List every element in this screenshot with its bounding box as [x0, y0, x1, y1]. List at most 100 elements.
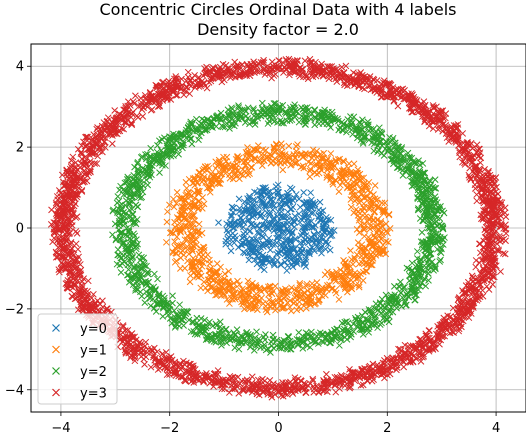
data-point [331, 162, 338, 170]
data-point [260, 266, 268, 274]
data-point [303, 300, 311, 307]
data-point [204, 175, 211, 183]
data-point [251, 256, 259, 264]
data-point [147, 144, 155, 152]
data-point [164, 208, 171, 216]
data-point [114, 246, 122, 254]
data-point [223, 153, 231, 161]
data-point [274, 249, 282, 256]
data-point [268, 201, 276, 209]
data-point [200, 278, 208, 286]
data-point [256, 213, 264, 220]
data-point [221, 270, 229, 278]
data-point [249, 118, 257, 126]
data-point [355, 188, 362, 196]
data-point [369, 200, 377, 208]
data-point [315, 288, 323, 296]
data-point [266, 282, 274, 290]
data-point [245, 256, 253, 264]
data-point [200, 246, 208, 254]
data-point [340, 158, 348, 166]
data-point [175, 194, 183, 202]
data-point [321, 229, 329, 237]
data-point [156, 169, 163, 176]
data-point [277, 240, 285, 248]
data-point [200, 200, 208, 208]
data-point [308, 244, 316, 251]
data-point [368, 243, 376, 251]
data-point [309, 202, 317, 210]
data-point [188, 245, 196, 253]
data-point [162, 238, 170, 246]
data-point [236, 289, 244, 296]
data-point [241, 198, 248, 206]
data-point [204, 276, 212, 284]
data-point [347, 182, 355, 189]
data-point [367, 251, 375, 258]
data-point [246, 252, 254, 260]
data-point [283, 200, 291, 208]
data-point [270, 344, 277, 352]
data-point [205, 267, 213, 275]
data-point [327, 174, 335, 181]
data-point [189, 224, 197, 232]
data-point [139, 265, 146, 273]
data-point [225, 267, 233, 275]
data-point [293, 249, 301, 256]
data-point [191, 182, 199, 189]
data-point [361, 244, 369, 252]
data-point [252, 290, 260, 298]
data-point [178, 209, 186, 217]
data-point [329, 271, 336, 279]
data-point [273, 305, 281, 312]
data-point [276, 159, 284, 166]
data-point [228, 167, 236, 175]
data-point [283, 291, 291, 299]
data-point [320, 223, 328, 231]
data-point [365, 206, 373, 213]
data-point [430, 267, 437, 274]
data-point [152, 308, 160, 315]
data-point [319, 207, 327, 214]
data-point [252, 208, 260, 215]
data-point [216, 170, 224, 178]
data-point [332, 157, 340, 164]
data-point [359, 277, 367, 284]
data-point [421, 275, 428, 282]
data-point [343, 335, 351, 343]
data-point [299, 162, 307, 170]
data-point [197, 174, 204, 182]
data-point [354, 175, 361, 183]
data-point [363, 193, 371, 201]
series-y=1 [162, 140, 394, 316]
data-point [213, 268, 221, 276]
data-point [287, 255, 295, 263]
data-point [378, 228, 386, 236]
data-point [236, 221, 244, 229]
data-point [294, 288, 302, 296]
data-point [317, 217, 325, 225]
data-point [250, 236, 258, 244]
data-point [222, 240, 230, 248]
data-point [329, 180, 337, 188]
data-point [233, 160, 241, 168]
data-point [286, 236, 294, 244]
data-point [237, 214, 245, 222]
data-point [229, 175, 237, 183]
data-point [242, 148, 250, 156]
data-point [223, 220, 231, 228]
data-point [255, 254, 263, 261]
data-point [350, 191, 357, 199]
data-point [244, 148, 252, 155]
data-point [169, 229, 177, 237]
data-point [394, 102, 402, 110]
data-point [317, 245, 325, 253]
data-point [265, 259, 273, 266]
data-point [327, 232, 334, 240]
data-point [190, 211, 198, 219]
data-point [197, 284, 205, 292]
data-point [262, 331, 269, 338]
data-point [235, 195, 243, 203]
data-point [213, 260, 221, 268]
data-point [170, 195, 177, 203]
